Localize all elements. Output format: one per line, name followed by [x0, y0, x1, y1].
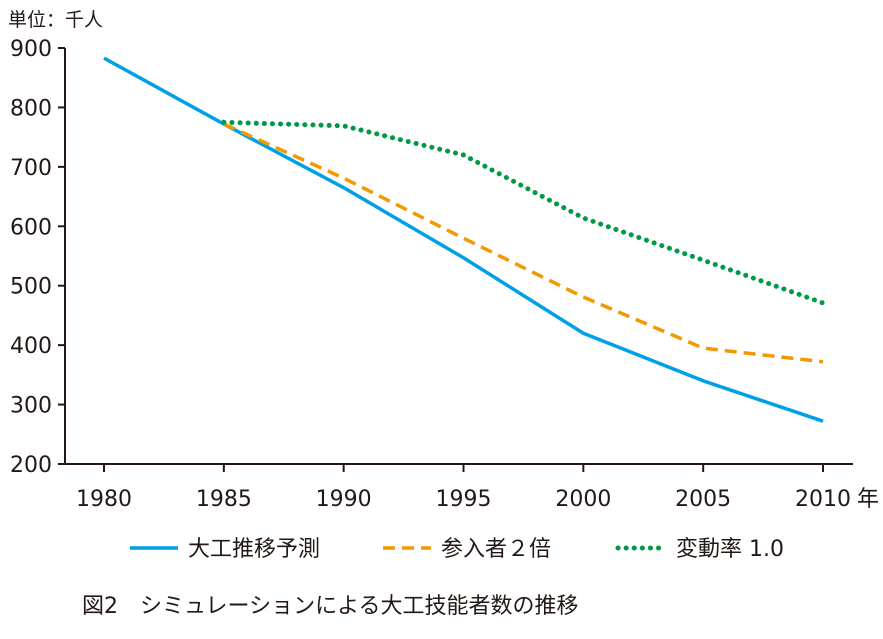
x-unit-label: 年 [857, 487, 879, 512]
figure-caption: 図2 シミュレーションによる大工技能者数の推移 [82, 594, 578, 619]
y-tick-label: 300 [10, 394, 52, 419]
x-tick-label: 2000 [555, 487, 611, 512]
legend-label-3: 変動率 1.0 [676, 537, 784, 562]
x-tick-label: 1980 [76, 487, 132, 512]
x-tick-label: 1990 [316, 487, 372, 512]
x-tick-label: 1985 [196, 487, 252, 512]
x-tick-label: 2005 [675, 487, 731, 512]
y-tick-label: 400 [10, 334, 52, 359]
legend-label-2: 参入者２倍 [441, 537, 551, 562]
x-tick-label: 1995 [436, 487, 492, 512]
x-tick-label: 2010 [795, 487, 851, 512]
unit-label: 単位：千人 [8, 9, 103, 31]
series-line-3 [224, 122, 823, 303]
y-tick-label: 200 [10, 453, 52, 478]
y-tick-label: 600 [10, 215, 52, 240]
legend-label-1: 大工推移予測 [188, 537, 320, 562]
y-tick-label: 800 [10, 96, 52, 121]
y-tick-label: 700 [10, 156, 52, 181]
y-tick-label: 900 [10, 37, 52, 62]
y-tick-label: 500 [10, 275, 52, 300]
series-line-2 [224, 124, 823, 362]
